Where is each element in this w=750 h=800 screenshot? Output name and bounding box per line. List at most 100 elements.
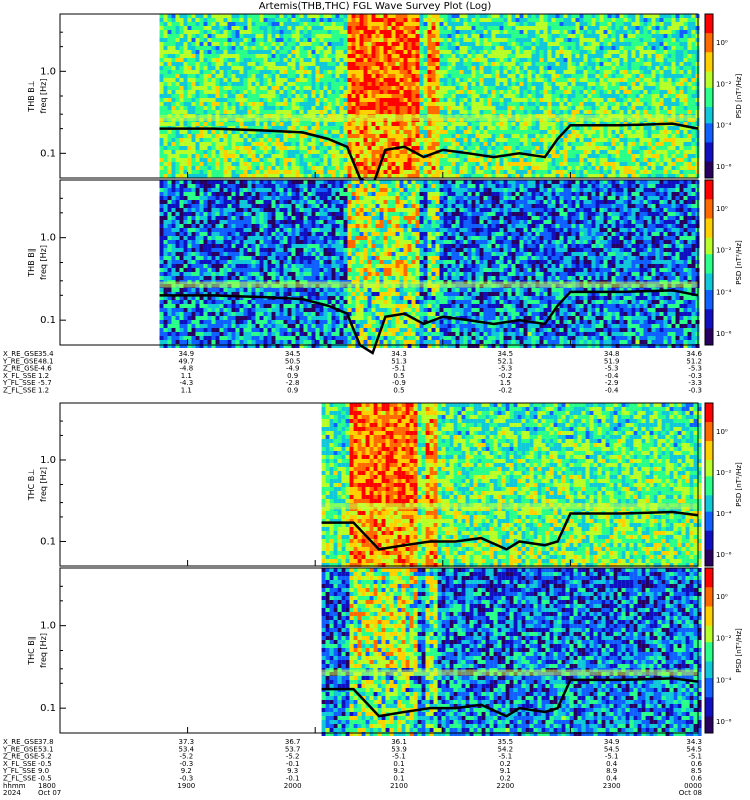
ephem-cell: 0.6 bbox=[691, 775, 703, 783]
ephem-cell: -0.1 bbox=[286, 775, 300, 783]
ephem-row-label: Y_FL_SSE bbox=[2, 767, 36, 775]
ephem-cell: 36.7 bbox=[285, 738, 301, 746]
ephem-cell: Oct 08 bbox=[679, 789, 702, 797]
colorbar-frame bbox=[704, 567, 714, 734]
cutoff-line bbox=[159, 289, 699, 355]
y-tick-label: 1.0 bbox=[40, 621, 56, 632]
y-axis-unit-label: freq [Hz] bbox=[39, 633, 48, 668]
colorbar-tick-label: 10⁰ bbox=[716, 428, 728, 436]
ephem-cell: 37.8 bbox=[38, 738, 54, 746]
ephem-cell: 53.7 bbox=[285, 745, 301, 753]
ephem-cell: 51.2 bbox=[686, 357, 702, 365]
ephem-cell: -3.3 bbox=[688, 379, 702, 387]
colorbar-1: 10⁰ 10⁻² 10⁻⁴ 10⁻⁶ PSD [nT²/Hz] bbox=[704, 13, 743, 179]
ephem-cell: -4.9 bbox=[286, 365, 300, 373]
ephem-row-label: X_FL_SSE bbox=[3, 372, 36, 380]
colorbar-3: 10⁰ 10⁻² 10⁻⁴ 10⁻⁶ PSD [nT²/Hz] bbox=[704, 402, 743, 567]
ephem-cell: 54.2 bbox=[498, 745, 514, 753]
ephem-cell: 0.4 bbox=[606, 775, 618, 783]
panel-3: 1.0 0.1 THC B⊥ freq [Hz] bbox=[27, 402, 702, 567]
colorbar-tick-label: 10⁻⁴ bbox=[716, 122, 732, 130]
colorbar-tick-label: 10⁻⁴ bbox=[716, 288, 732, 296]
ephem-cell: 0.9 bbox=[287, 372, 298, 380]
ephem-cell: 49.7 bbox=[179, 357, 195, 365]
ephem-cell: 1.1 bbox=[181, 372, 192, 380]
ephemeris-tables: X_RE_GSE 35.4 34.9 34.5 34.3 34.5 34.8 34.6Y_RE… bbox=[2, 350, 703, 797]
spectral-band bbox=[321, 503, 698, 510]
ephem-cell: 0.2 bbox=[500, 775, 511, 783]
ephem-cell: 2000 bbox=[284, 782, 302, 790]
ephem-cell: -5.1 bbox=[498, 753, 512, 761]
ephem-cell: 53.1 bbox=[38, 745, 54, 753]
ephem-row-label: Y_RE_GSE bbox=[2, 357, 38, 365]
panel-1: 1.0 0.1 THB B⊥ freq [Hz] bbox=[27, 13, 700, 188]
y-axis-probe-label: THB B∥ bbox=[27, 248, 36, 277]
y-tick-label: 1.0 bbox=[40, 233, 56, 244]
ephem-cell: -0.2 bbox=[498, 387, 512, 395]
plot-title: Artemis(THB,THC) FGL Wave Survey Plot (L… bbox=[258, 1, 492, 12]
ephem-cell: -0.4 bbox=[605, 387, 619, 395]
ephem-cell: -0.3 bbox=[688, 387, 702, 395]
y-axis-unit-label: freq [Hz] bbox=[39, 79, 48, 114]
ephem-cell: -5.1 bbox=[392, 753, 406, 761]
colorbar-label: PSD [nT²/Hz] bbox=[735, 628, 743, 673]
ephem-cell: 34.3 bbox=[686, 738, 702, 746]
ephem-cell: 34.5 bbox=[498, 350, 514, 358]
ephem-cell: -5.1 bbox=[688, 753, 702, 761]
colorbar-tick-label: 10⁻⁴ bbox=[716, 676, 732, 684]
ephem-row-label: Z_RE_GSE bbox=[3, 753, 38, 761]
ephem-cell: 52.1 bbox=[498, 357, 514, 365]
colorbar-tick-label: 10⁻² bbox=[716, 469, 732, 477]
colorbar-4: 10⁰ 10⁻² 10⁻⁴ 10⁻⁶ PSD [nT²/Hz] bbox=[704, 567, 743, 734]
ephem-cell: 34.8 bbox=[604, 350, 620, 358]
colorbar-frame bbox=[704, 179, 714, 346]
y-tick-label: 0.1 bbox=[40, 703, 56, 714]
ephem-row-label: Y_RE_GSE bbox=[2, 745, 38, 753]
ephem-cell: 34.9 bbox=[604, 738, 620, 746]
y-tick-label: 0.1 bbox=[40, 148, 56, 159]
y-tick-label: 1.0 bbox=[40, 66, 56, 77]
ephem-cell: -4.6 bbox=[38, 365, 52, 373]
colorbar-frame bbox=[704, 13, 714, 179]
ephem-row-label: Z_FL_SSE bbox=[3, 387, 36, 395]
ephem-cell: -0.3 bbox=[179, 760, 193, 768]
ephem-cell: 1.5 bbox=[500, 379, 511, 387]
y-axis-unit-label: freq [Hz] bbox=[39, 245, 48, 280]
cutoff-line bbox=[321, 510, 699, 551]
ephem-cell: -4.3 bbox=[179, 379, 193, 387]
colorbar-label: PSD [nT²/Hz] bbox=[735, 73, 743, 118]
ephem-cell: 1900 bbox=[177, 782, 195, 790]
ephem-cell: 34.6 bbox=[686, 350, 702, 358]
spectral-band bbox=[159, 281, 698, 288]
ephemeris-bottom: X_RE_GSE 37.8 37.3 36.7 36.1 35.5 34.9 34.3 Y_RE… bbox=[2, 738, 703, 797]
ephem-cell: 8.9 bbox=[606, 767, 617, 775]
ephem-cell: 51.3 bbox=[391, 357, 407, 365]
ephem-cell: 1800 bbox=[38, 782, 56, 790]
ephem-cell: 0.1 bbox=[393, 760, 404, 768]
colorbar-label: PSD [nT²/Hz] bbox=[735, 240, 743, 285]
ephem-row-label: Z_FL_SSE bbox=[3, 775, 36, 783]
ephem-cell: -5.1 bbox=[605, 753, 619, 761]
colorbar-tick-label: 10⁻⁶ bbox=[716, 163, 732, 171]
ephem-cell: -0.2 bbox=[498, 372, 512, 380]
ephem-cell: 37.3 bbox=[179, 738, 195, 746]
ephem-cell: 8.5 bbox=[691, 767, 702, 775]
ephem-cell: 35.5 bbox=[498, 738, 514, 746]
ephem-cell: 1.2 bbox=[38, 372, 49, 380]
spectral-band bbox=[159, 114, 698, 121]
ephem-cell: 34.5 bbox=[285, 350, 301, 358]
colorbar-frame bbox=[704, 402, 714, 567]
ephem-cell: 34.9 bbox=[179, 350, 195, 358]
colorbar-label: PSD [nT²/Hz] bbox=[735, 462, 743, 507]
colorbar-tick-label: 10⁻⁶ bbox=[716, 551, 732, 559]
y-axis-probe-label: THC B∥ bbox=[27, 636, 36, 666]
ephem-cell: 0.9 bbox=[287, 387, 298, 395]
ephem-cell: 0.5 bbox=[393, 387, 404, 395]
ephem-cell: -5.2 bbox=[286, 753, 300, 761]
colorbar-2: 10⁰ 10⁻² 10⁻⁴ 10⁻⁶ PSD [nT²/Hz] bbox=[704, 179, 743, 346]
y-tick-label: 0.1 bbox=[40, 536, 56, 547]
ephem-cell: 35.4 bbox=[38, 350, 54, 358]
ephem-cell: 0000 bbox=[684, 782, 702, 790]
heatmap-cells bbox=[159, 14, 700, 178]
y-axis-unit-label: freq [Hz] bbox=[39, 467, 48, 502]
